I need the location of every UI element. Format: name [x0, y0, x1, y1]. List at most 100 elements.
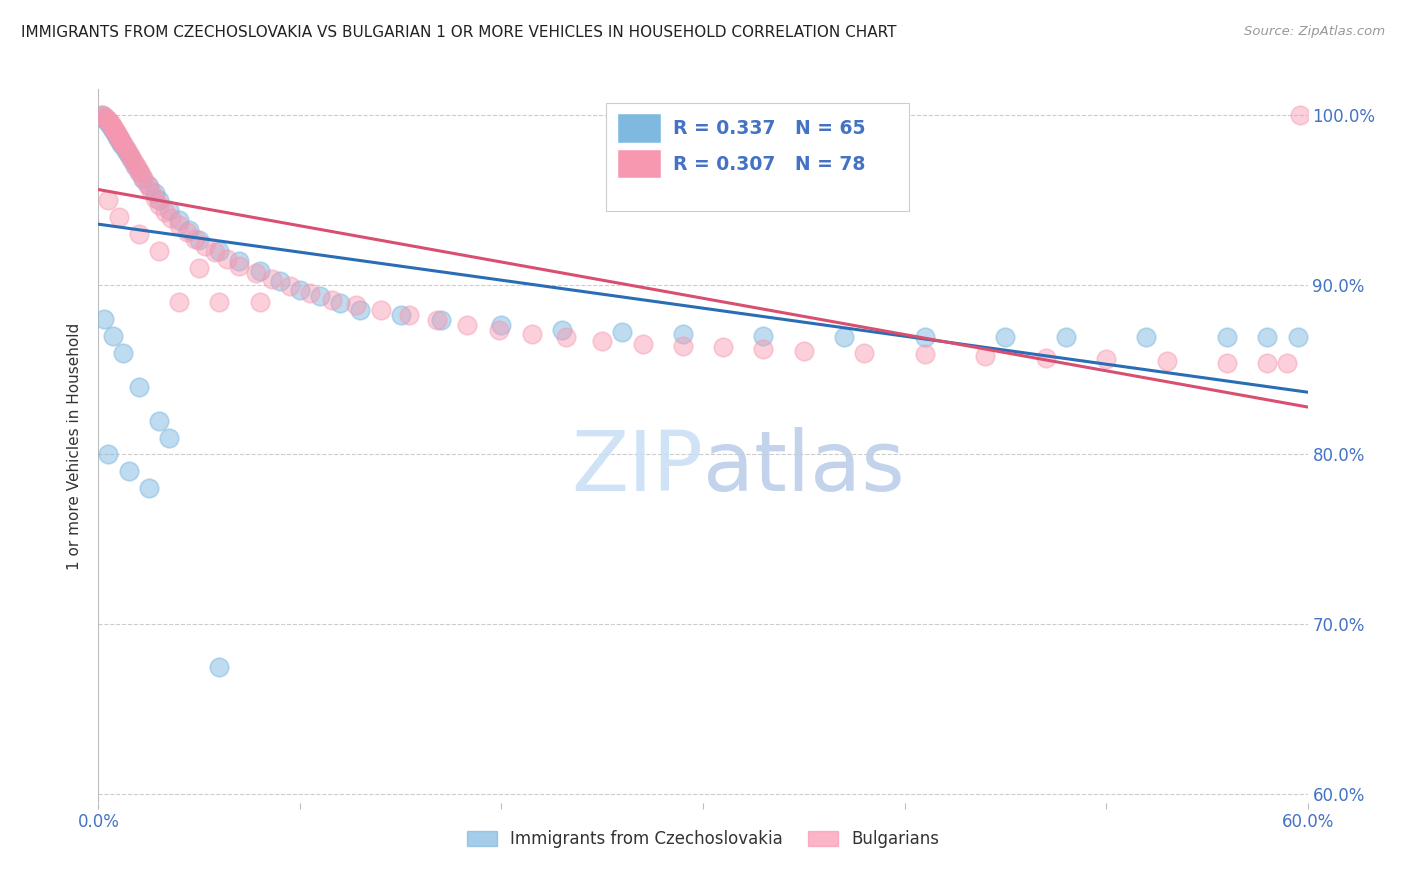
- Point: [555, 330, 578, 344]
- Point: [591, 334, 613, 348]
- Point: [111, 138, 134, 153]
- Point: [1216, 356, 1239, 370]
- Point: [143, 186, 166, 200]
- Point: [278, 279, 301, 293]
- Point: [105, 127, 128, 141]
- Point: [93, 311, 115, 326]
- Point: [148, 198, 170, 212]
- Point: [1277, 356, 1299, 370]
- Point: [114, 142, 136, 156]
- Point: [157, 430, 180, 444]
- Point: [204, 245, 226, 260]
- Point: [551, 323, 574, 337]
- Text: R = 0.307   N = 78: R = 0.307 N = 78: [672, 154, 865, 174]
- Point: [752, 328, 775, 343]
- Point: [114, 140, 136, 154]
- Point: [139, 184, 162, 198]
- Point: [128, 165, 150, 179]
- Point: [118, 148, 141, 162]
- Bar: [619, 114, 661, 143]
- Point: [120, 152, 142, 166]
- Point: [107, 131, 129, 145]
- Text: ZIP: ZIP: [571, 427, 703, 508]
- Point: [97, 114, 120, 128]
- Point: [101, 120, 124, 134]
- Point: [631, 337, 654, 351]
- Bar: [619, 150, 661, 178]
- Point: [217, 252, 239, 266]
- Point: [107, 129, 129, 144]
- Point: [309, 289, 332, 303]
- Point: [103, 125, 125, 139]
- Point: [160, 211, 183, 226]
- Point: [93, 111, 115, 125]
- Point: [167, 294, 190, 309]
- Point: [228, 259, 250, 273]
- Point: [167, 218, 190, 232]
- Point: [101, 121, 124, 136]
- Point: [520, 326, 543, 341]
- Point: [128, 227, 150, 241]
- Point: [249, 294, 271, 309]
- Point: [91, 108, 114, 122]
- Point: [103, 127, 125, 141]
- Point: [260, 272, 283, 286]
- Point: [793, 343, 815, 358]
- Point: [208, 244, 231, 258]
- Y-axis label: 1 or more Vehicles in Household: 1 or more Vehicles in Household: [67, 322, 83, 570]
- Point: [148, 244, 170, 258]
- Point: [1095, 352, 1118, 367]
- Point: [97, 116, 120, 130]
- Point: [974, 349, 997, 363]
- Point: [110, 135, 132, 149]
- Point: [456, 318, 478, 333]
- Point: [96, 112, 118, 127]
- Point: [103, 125, 125, 139]
- Point: [97, 112, 120, 127]
- Point: [249, 264, 271, 278]
- Point: [148, 193, 170, 207]
- Point: [426, 313, 449, 327]
- Point: [179, 223, 201, 237]
- Point: [994, 330, 1017, 344]
- Point: [914, 330, 936, 344]
- Point: [488, 323, 510, 337]
- Point: [129, 167, 152, 181]
- Point: [672, 326, 695, 341]
- Point: [1288, 108, 1310, 122]
- Point: [188, 260, 211, 275]
- Bar: [606, 103, 908, 211]
- Point: [101, 328, 124, 343]
- Point: [124, 159, 146, 173]
- Point: [138, 482, 160, 496]
- Point: [1256, 330, 1278, 344]
- Point: [107, 133, 129, 147]
- Point: [288, 283, 311, 297]
- Point: [1156, 354, 1178, 368]
- Point: [135, 178, 157, 192]
- Point: [120, 150, 142, 164]
- Point: [752, 342, 775, 356]
- Point: [111, 345, 134, 359]
- Point: [128, 379, 150, 393]
- Point: [125, 161, 148, 175]
- Point: [321, 293, 343, 307]
- Point: [93, 109, 115, 123]
- Point: [103, 123, 125, 137]
- Point: [107, 131, 129, 145]
- Point: [115, 144, 138, 158]
- Point: [97, 114, 120, 128]
- Text: IMMIGRANTS FROM CZECHOSLOVAKIA VS BULGARIAN 1 OR MORE VEHICLES IN HOUSEHOLD CORR: IMMIGRANTS FROM CZECHOSLOVAKIA VS BULGAR…: [21, 25, 897, 40]
- Point: [111, 136, 134, 151]
- Point: [132, 170, 155, 185]
- Point: [100, 118, 122, 132]
- Point: [115, 145, 138, 159]
- Point: [184, 232, 207, 246]
- Point: [124, 157, 146, 171]
- Point: [100, 120, 122, 134]
- Point: [97, 193, 120, 207]
- Point: [105, 128, 128, 142]
- Point: [853, 345, 876, 359]
- Point: [228, 253, 250, 268]
- Point: [1054, 330, 1077, 344]
